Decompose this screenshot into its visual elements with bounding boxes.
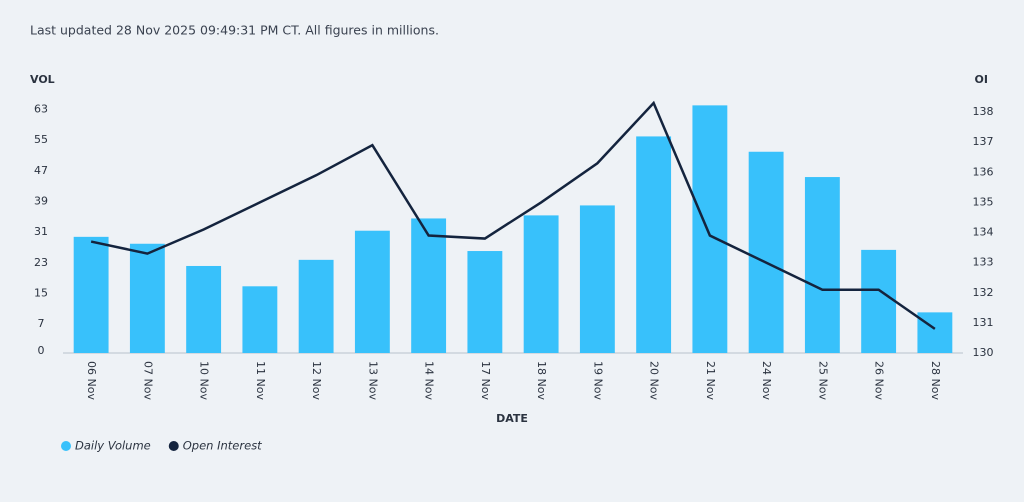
bar [467,251,503,353]
y-tick-label: 23 [34,256,48,269]
y2-tick-label: 130 [973,346,994,359]
y2-tick-label: 133 [973,256,994,269]
x-tick-label: 20 Nov [648,361,661,400]
bar [411,218,447,353]
y-tick-label: 7 [38,317,45,330]
legend-label: Daily Volume [75,439,151,453]
legend-marker [61,441,71,451]
bar [354,230,390,353]
bar [748,151,784,353]
x-axis-title: DATE [496,412,528,425]
bar [579,205,615,353]
bar [523,215,559,353]
y-tick-label: 55 [34,133,48,146]
line [90,100,936,330]
x-tick-label: 13 Nov [366,361,379,400]
y-tick-label: 39 [34,195,48,208]
bar [73,236,109,353]
bar [636,136,672,353]
x-tick-label: 07 Nov [141,361,154,400]
x-tick-label: 18 Nov [535,361,548,400]
legend-label: Open Interest [183,439,262,453]
y2-tick-label: 136 [973,165,994,178]
y2-tick-label: 137 [973,135,994,148]
y2-tick-label: 138 [973,105,994,118]
y2-tick-label: 135 [973,195,994,208]
y2-axis-title: OI [975,73,988,86]
x-tick-label: 11 Nov [254,361,267,400]
bar [692,105,728,353]
x-tick-label: 10 Nov [198,361,211,400]
bar [804,177,840,353]
x-tick-label: 17 Nov [479,361,492,400]
x-tick-label: 12 Nov [310,361,323,400]
bar [186,265,222,353]
x-tick-label: 21 Nov [704,361,717,400]
y2-tick-label: 134 [973,226,994,239]
y2-tick-label: 132 [973,286,994,299]
chart-title: Last updated 28 Nov 2025 09:49:31 PM CT.… [30,23,439,38]
x-tick-label: 25 Nov [816,361,829,400]
y-tick-label: 15 [34,287,48,300]
y2-tick-label: 131 [973,316,994,329]
bar [861,249,897,353]
y-tick-label: 0 [38,344,45,357]
x-tick-label: 28 Nov [929,361,942,400]
x-tick-label: 06 Nov [85,361,98,400]
legend-marker [168,441,179,451]
x-tick-label: 19 Nov [591,361,604,400]
x-tick-label: 26 Nov [873,361,886,400]
y-axis-title: VOL [30,73,55,86]
legend: Daily Volume Open Interest [61,439,262,453]
bar [298,259,334,353]
bar [129,243,165,353]
x-tick-label: 24 Nov [760,361,773,400]
y-tick-label: 31 [34,225,48,238]
x-tick-label: 14 Nov [423,361,436,400]
bar [242,286,278,353]
y-tick-label: 47 [34,164,48,177]
y-tick-label: 63 [34,103,48,116]
bar [917,312,953,353]
